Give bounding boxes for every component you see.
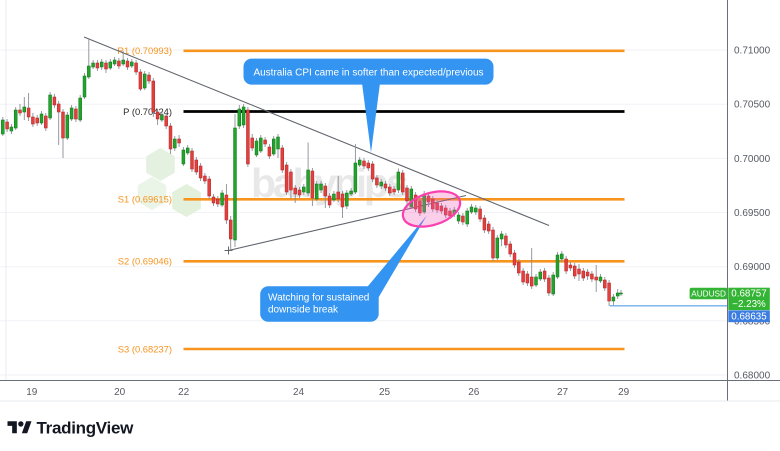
svg-text:S1 (0.69615): S1 (0.69615) (118, 194, 172, 205)
svg-text:downside break: downside break (268, 305, 339, 316)
svg-text:20: 20 (114, 387, 126, 398)
svg-text:S3 (0.68237): S3 (0.68237) (118, 343, 172, 354)
svg-text:−2.23%: −2.23% (732, 299, 766, 310)
svg-text:0.68000: 0.68000 (734, 370, 771, 381)
svg-text:TradingView: TradingView (37, 419, 135, 438)
svg-text:19: 19 (26, 387, 38, 398)
svg-text:P (0.70424): P (0.70424) (123, 106, 172, 117)
svg-text:26: 26 (468, 387, 480, 398)
svg-text:0.70500: 0.70500 (734, 100, 771, 111)
svg-text:25: 25 (379, 387, 391, 398)
svg-text:24: 24 (293, 387, 305, 398)
svg-text:Australia CPI came in softer t: Australia CPI came in softer than expect… (253, 67, 483, 78)
svg-text:22: 22 (178, 387, 190, 398)
svg-text:0.70000: 0.70000 (734, 154, 771, 165)
svg-text:Watching for sustained: Watching for sustained (268, 293, 369, 304)
svg-text:AUDUSD: AUDUSD (691, 289, 726, 298)
svg-text:0.71000: 0.71000 (734, 46, 771, 57)
svg-text:S2 (0.69046): S2 (0.69046) (118, 256, 172, 267)
svg-text:0.69500: 0.69500 (734, 208, 771, 219)
svg-text:0.69000: 0.69000 (734, 262, 771, 273)
svg-text:29: 29 (618, 387, 630, 398)
svg-text:0.68757: 0.68757 (731, 289, 766, 300)
svg-text:27: 27 (557, 387, 569, 398)
svg-text:R1 (0.70993): R1 (0.70993) (117, 45, 172, 56)
svg-text:0.68635: 0.68635 (731, 312, 767, 323)
